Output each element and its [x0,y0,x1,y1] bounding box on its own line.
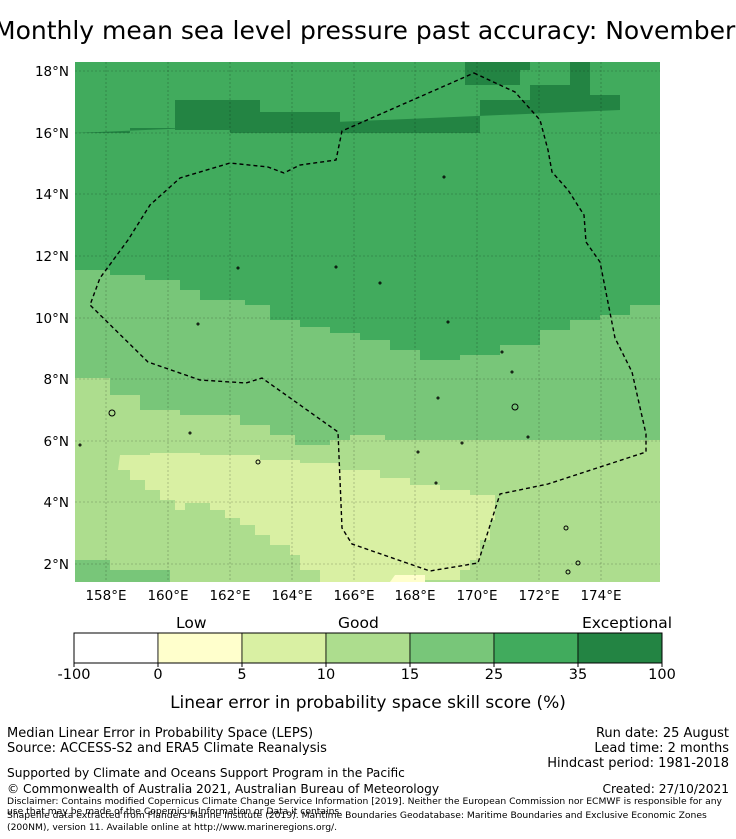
footer-shapefile-line2: (200NM), version 11. Available online at… [7,822,338,833]
footer-copyright: © Commonwealth of Australia 2021, Austra… [7,782,440,796]
footer-lead-time: Lead time: 2 months [594,741,729,756]
lat-tick-label: 10°N [35,311,69,327]
footer-disclaimer-line2: use that may be made of the Copernicus I… [7,806,343,817]
map-figure: 18°N 16°N 14°N 12°N 10°N 8°N 6°N 4°N 2°N 158°E 160… [35,62,663,667]
skill-band-15-25 [75,560,170,582]
island [575,560,581,566]
island [416,450,420,454]
colorbar-tick: 10 [316,667,336,683]
footer-support: Supported by Climate and Oceans Support … [7,766,405,780]
lat-tick-label: 2°N [44,557,69,573]
island [78,443,82,447]
island [526,435,530,439]
island [500,350,504,354]
island [434,481,438,485]
footer-source-line: Source: ACCESS-S2 and ERA5 Climate Reana… [7,741,327,756]
lon-tick-label: 174°E [580,588,621,604]
colorbar-segment [157,632,243,664]
colorbar-segment [409,632,495,664]
eez-boundary [89,72,647,572]
colorbar-segment [325,632,411,664]
island [334,265,338,269]
skill-band-0-5 [390,575,425,582]
lon-tick-label: 160°E [147,588,188,604]
colorbar-tick: 5 [237,667,247,683]
lon-tick-label: 162°E [209,588,250,604]
footer-hindcast-period: Hindcast period: 1981-2018 [547,756,729,771]
island [563,525,569,531]
colorbar-tick: 25 [484,667,504,683]
footer-run-date: Run date: 25 August [595,726,729,741]
island [188,431,192,435]
colorbar-good-label: Good [338,614,379,632]
colorbar-segment [577,632,663,664]
lat-tick-label: 16°N [35,126,69,142]
skill-band-35-100 [175,100,340,130]
colorbar-exceptional-label: Exceptional [582,614,673,632]
island [436,396,440,400]
colorbar-segment [241,632,327,664]
lon-tick-label: 168°E [394,588,435,604]
lat-tick-label: 12°N [35,249,69,265]
lon-tick-label: 166°E [333,588,374,604]
island [255,459,261,465]
colorbar-tick: -100 [57,667,91,683]
island [108,409,116,417]
island [460,441,464,445]
lon-tick-label: 170°E [456,588,497,604]
lat-tick-label: 8°N [44,372,69,388]
island [446,320,450,324]
island [378,281,382,285]
footer-shapefile-line1: Shapefile data extracted from Flanders M… [7,810,707,821]
colorbar-axis-label: Linear error in probability space skill … [170,693,566,713]
graticule [75,62,660,582]
lon-tick-label: 158°E [85,588,126,604]
island [442,175,446,179]
footer-disclaimer-line1: Disclaimer: Contains modified Copernicus… [7,796,722,807]
island [565,569,571,575]
skill-band-35-100 [75,62,620,133]
island [510,370,514,374]
footer-created-date: Created: 27/10/2021 [602,782,729,796]
skill-band-35-100 [465,62,530,85]
lon-tick-label: 164°E [271,588,312,604]
axis-ticks: 18°N 16°N 14°N 12°N 10°N 8°N 6°N 4°N 2°N 158°E 160… [35,64,622,604]
island [196,322,200,326]
skill-band-5-10 [118,453,495,582]
skill-band-10-15 [645,565,660,582]
colorbar-tick: 100 [648,667,676,683]
colorbar-low-label: Low [176,614,207,632]
island [511,403,519,411]
colorbar-tick: 35 [568,667,588,683]
colorbar [73,632,663,667]
footer-leps-line: Median Linear Error in Probability Space… [7,726,314,741]
lon-tick-label: 172°E [518,588,559,604]
map-title: Monthly mean sea level pressure past acc… [0,16,736,45]
lat-tick-label: 6°N [44,434,69,450]
colorbar-tick: 0 [153,667,163,683]
colorbar-segment [73,632,159,664]
colorbar-segment [493,632,579,664]
lat-tick-label: 14°N [35,187,69,203]
colorbar-outline [73,632,663,664]
lat-tick-label: 18°N [35,64,69,80]
colorbar-tick: 15 [400,667,420,683]
skill-map [75,62,660,582]
islands [78,175,581,575]
island [236,266,240,270]
lat-tick-label: 4°N [44,495,69,511]
